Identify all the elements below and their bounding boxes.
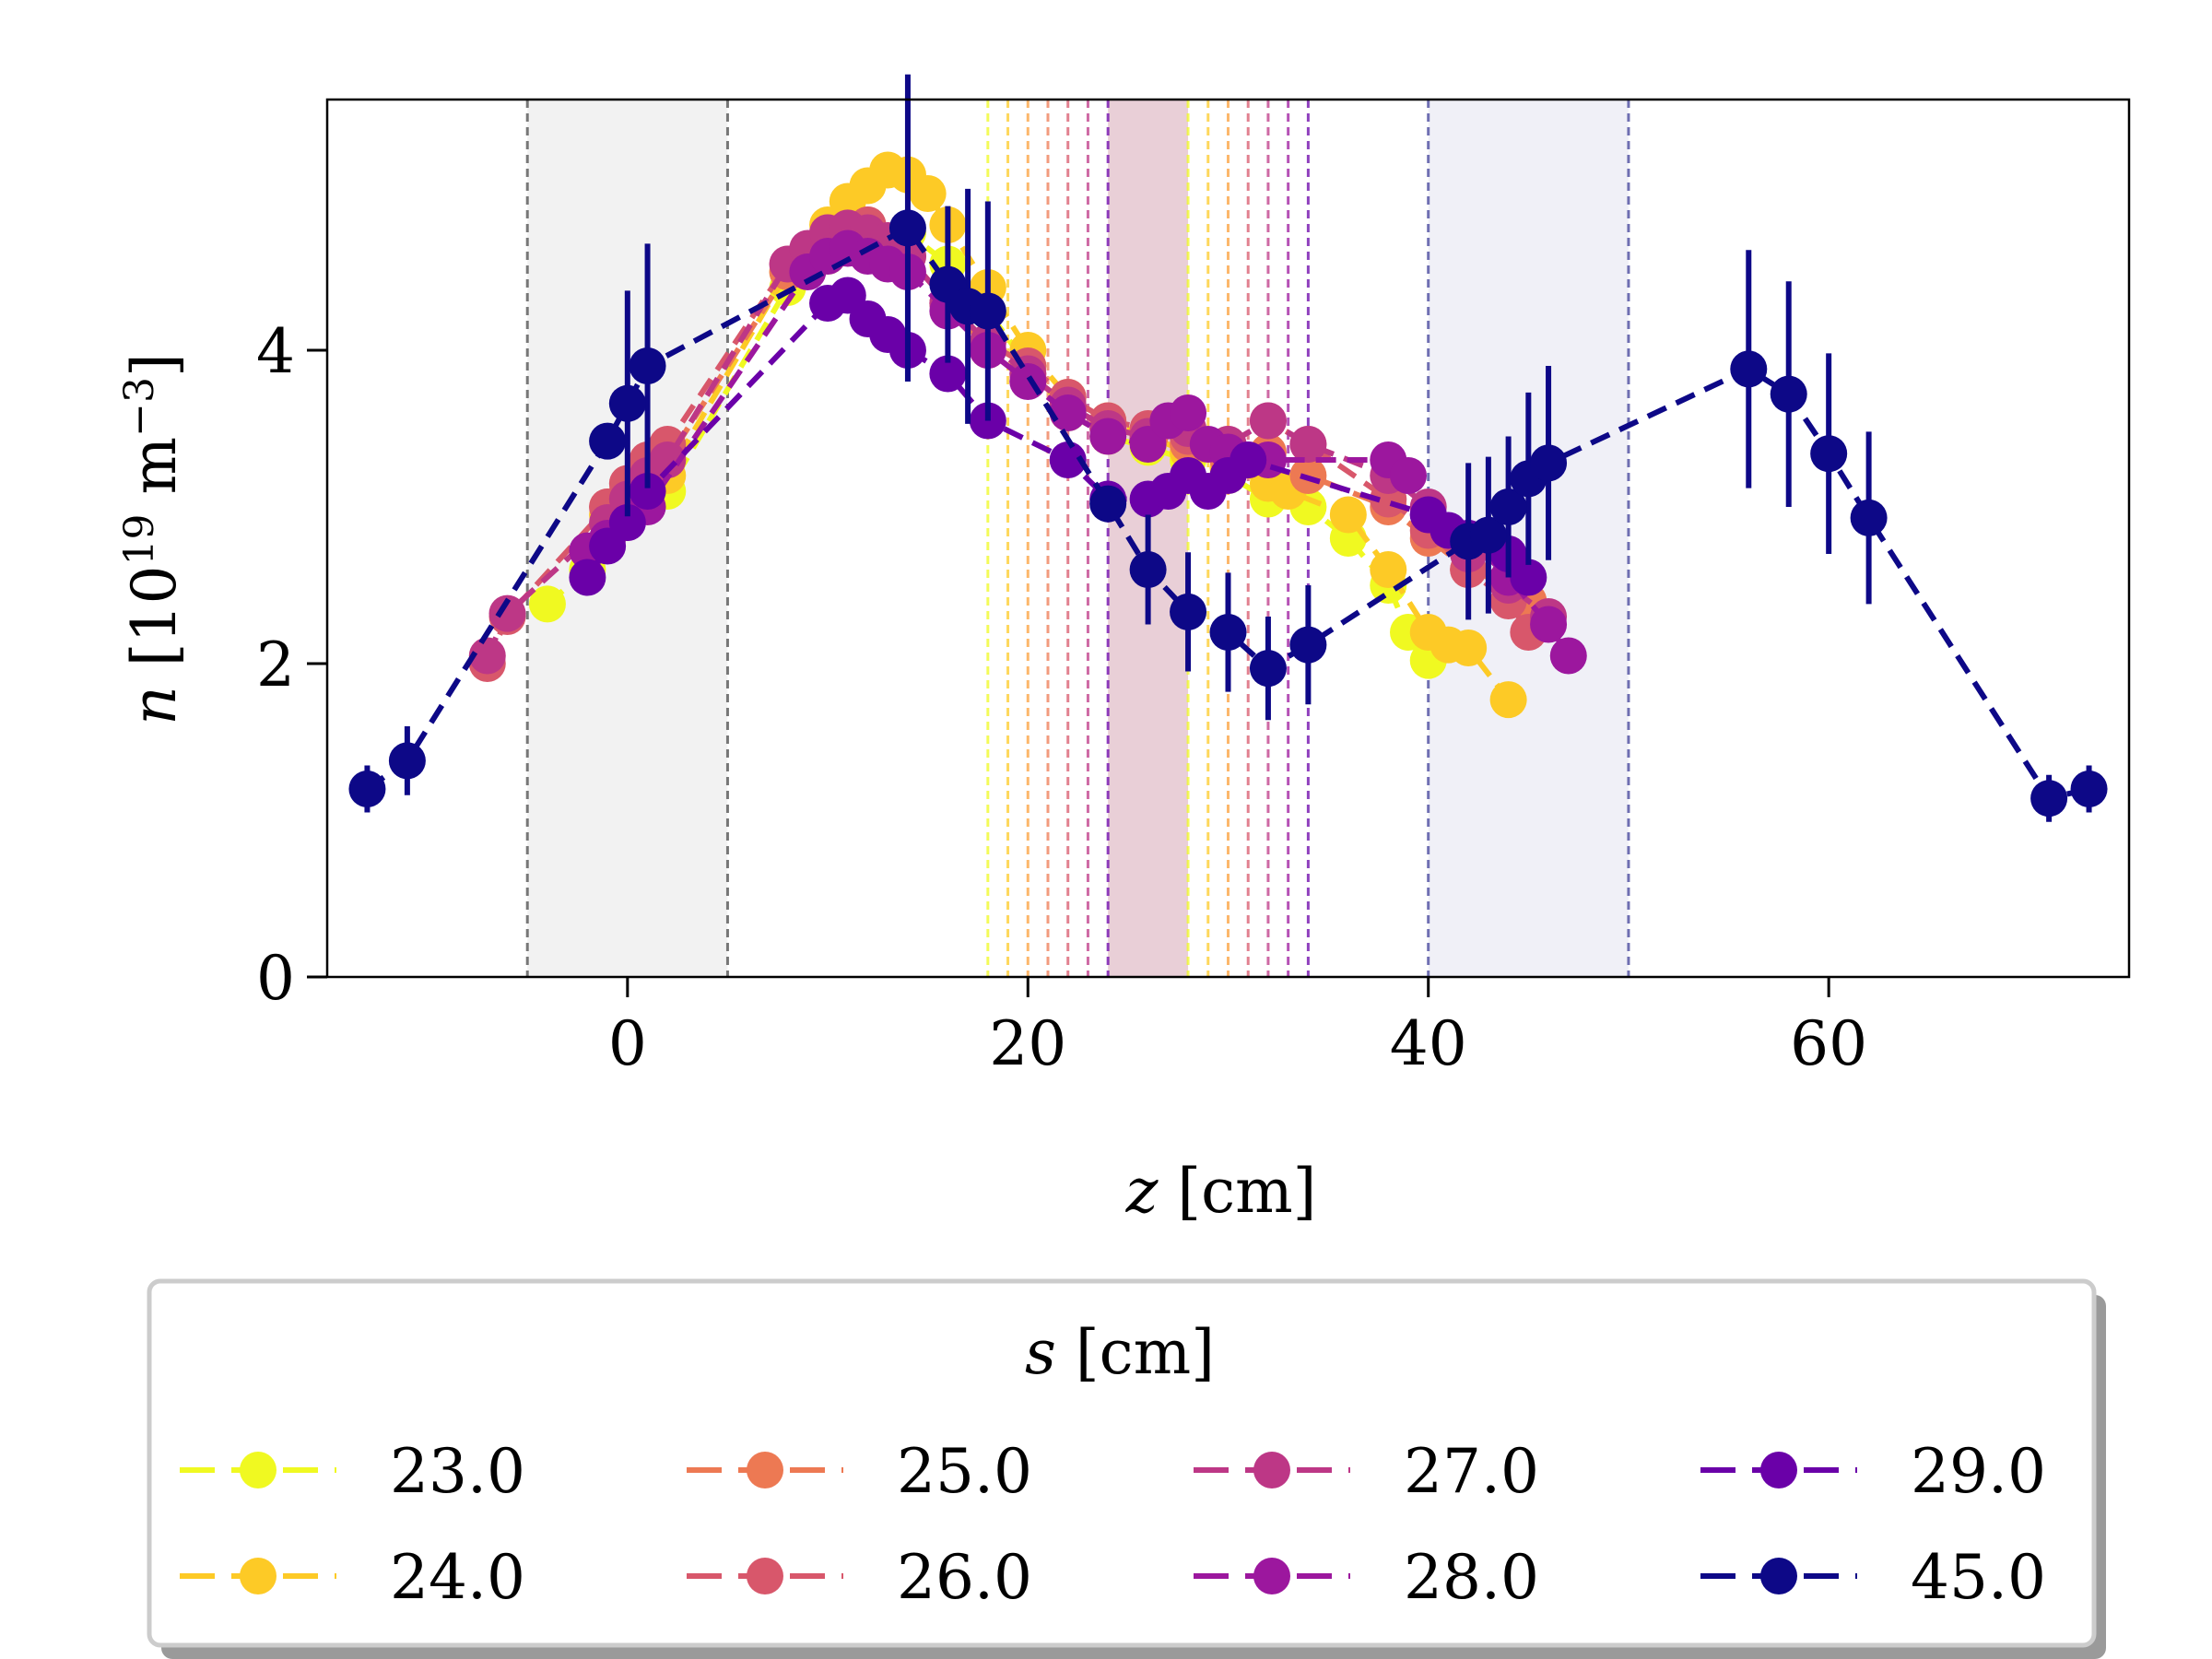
y-tick-label-2: 4 bbox=[256, 316, 295, 387]
legend-item-45.0: 45.0 bbox=[1700, 1542, 2046, 1613]
series-line-45.0 bbox=[365, 225, 2090, 802]
data-point bbox=[1370, 551, 1407, 588]
data-point bbox=[569, 559, 606, 596]
data-point bbox=[1049, 441, 1087, 478]
legend-marker bbox=[1760, 1452, 1797, 1488]
vertical-reference-lines bbox=[986, 100, 1310, 977]
legend-item-28.0: 28.0 bbox=[1194, 1542, 1539, 1613]
data-point bbox=[1469, 516, 1507, 554]
data-point bbox=[1489, 681, 1527, 719]
data-point bbox=[1549, 637, 1587, 675]
data-point bbox=[1730, 350, 1768, 388]
legend-label: 24.0 bbox=[390, 1542, 525, 1613]
x-tick-label-2: 40 bbox=[1390, 1008, 1467, 1079]
data-point bbox=[1230, 441, 1267, 478]
data-point bbox=[1450, 629, 1488, 666]
data-point bbox=[1289, 626, 1327, 664]
data-point bbox=[1390, 457, 1427, 494]
data-point bbox=[1770, 375, 1807, 413]
legend-label: 29.0 bbox=[1911, 1436, 2046, 1507]
data-point bbox=[1170, 593, 1207, 630]
data-point bbox=[1249, 402, 1287, 440]
data-point bbox=[348, 771, 386, 807]
legend-title: s [cm] bbox=[1025, 1317, 1215, 1388]
series-24.0 bbox=[589, 151, 1527, 719]
data-point bbox=[488, 594, 526, 632]
x-tick-label-0: 0 bbox=[608, 1008, 647, 1079]
legend-marker bbox=[1253, 1452, 1290, 1488]
data-point bbox=[1810, 435, 1848, 473]
axes: 0 20 40 60 0 2 4 bbox=[256, 316, 1867, 1079]
data-point bbox=[608, 504, 646, 541]
data-point bbox=[2030, 780, 2068, 818]
data-point bbox=[1530, 606, 1568, 643]
legend-item-26.0: 26.0 bbox=[687, 1542, 1032, 1613]
data-point bbox=[629, 473, 666, 510]
data-point bbox=[1089, 418, 1127, 455]
data-point bbox=[528, 585, 566, 623]
data-point bbox=[589, 422, 627, 460]
data-point bbox=[649, 441, 687, 478]
legend-label: 25.0 bbox=[897, 1436, 1032, 1507]
legend: s [cm] 23.0 24.0 25.0 26.0 27.0 28.0 29.0 45.0 bbox=[147, 1278, 2106, 1659]
data-point bbox=[1249, 650, 1287, 688]
legend-box bbox=[147, 1278, 2097, 1648]
legend-items: 23.0 24.0 25.0 26.0 27.0 28.0 29.0 45.0 bbox=[180, 1436, 2046, 1613]
legend-item-29.0: 29.0 bbox=[1700, 1436, 2046, 1507]
data-point bbox=[929, 355, 967, 393]
legend-item-23.0: 23.0 bbox=[180, 1436, 525, 1507]
legend-marker bbox=[747, 1558, 783, 1594]
series-line-24.0 bbox=[606, 167, 1511, 701]
data-point bbox=[388, 742, 426, 780]
data-point bbox=[2070, 771, 2108, 807]
legend-label: 28.0 bbox=[1404, 1542, 1539, 1613]
data-point bbox=[1530, 444, 1568, 482]
y-tick-label-0: 0 bbox=[256, 943, 295, 1014]
series-29.0 bbox=[569, 276, 1547, 596]
data-point bbox=[1089, 485, 1127, 523]
legend-item-27.0: 27.0 bbox=[1194, 1436, 1539, 1507]
data-point bbox=[1170, 394, 1207, 431]
data-point bbox=[888, 209, 926, 247]
legend-label: 27.0 bbox=[1404, 1436, 1539, 1507]
legend-marker bbox=[240, 1558, 276, 1594]
data-point bbox=[468, 637, 506, 675]
data-point bbox=[1129, 551, 1167, 588]
legend-item-25.0: 25.0 bbox=[687, 1436, 1032, 1507]
data-point bbox=[608, 384, 646, 422]
data-point bbox=[1489, 488, 1527, 525]
legend-label: 45.0 bbox=[1911, 1542, 2046, 1613]
legend-label: 23.0 bbox=[390, 1436, 525, 1507]
x-tick-label-3: 60 bbox=[1790, 1008, 1867, 1079]
x-tick-label-1: 20 bbox=[989, 1008, 1066, 1079]
legend-marker bbox=[240, 1452, 276, 1488]
legend-marker bbox=[1760, 1558, 1797, 1594]
data-series bbox=[348, 74, 2108, 822]
data-point bbox=[969, 292, 1006, 330]
data-point bbox=[1329, 496, 1367, 534]
legend-marker bbox=[747, 1452, 783, 1488]
y-axis-label: n [1019 m−3] bbox=[116, 353, 190, 724]
y-tick-label-1: 2 bbox=[256, 629, 295, 700]
data-point bbox=[629, 347, 666, 384]
x-axis-label: z [cm] bbox=[1125, 1156, 1317, 1227]
legend-item-24.0: 24.0 bbox=[180, 1542, 525, 1613]
legend-marker bbox=[1253, 1558, 1290, 1594]
data-point bbox=[1850, 499, 1888, 536]
data-point bbox=[909, 175, 947, 212]
data-point bbox=[1049, 394, 1087, 431]
data-point bbox=[1289, 426, 1327, 463]
series-45.0 bbox=[348, 74, 2108, 822]
plot-frame bbox=[325, 98, 2131, 979]
data-point bbox=[1209, 614, 1247, 651]
data-point bbox=[1510, 559, 1547, 596]
data-point bbox=[1009, 363, 1047, 400]
legend-label: 26.0 bbox=[897, 1542, 1032, 1613]
